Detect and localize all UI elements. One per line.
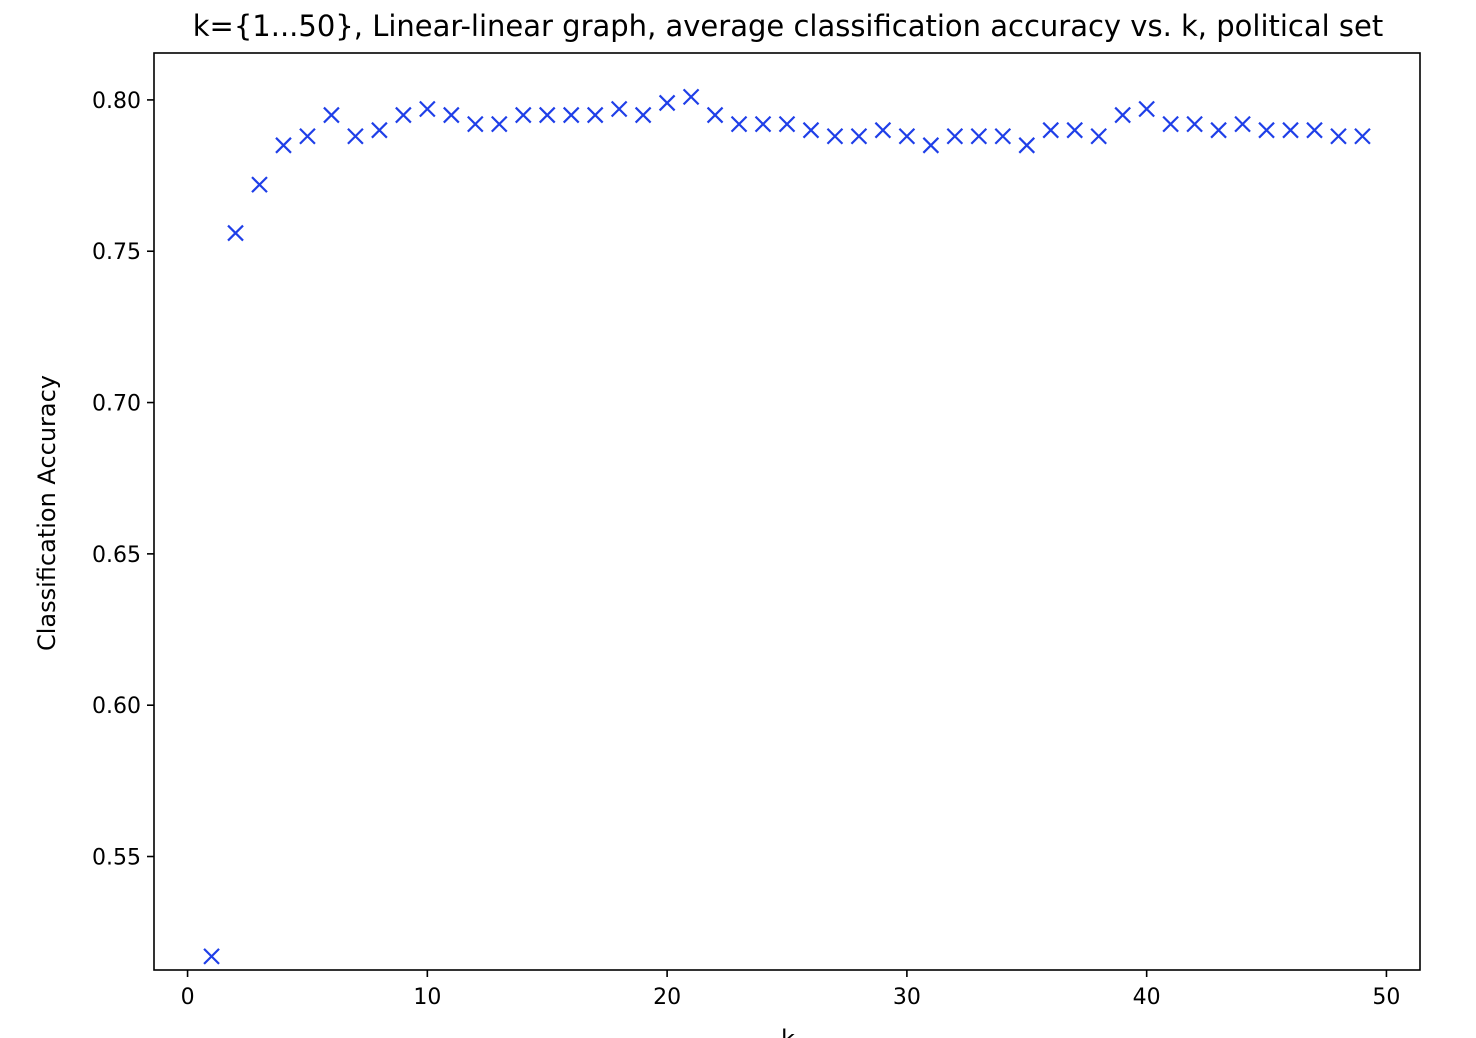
plot-area: [153, 52, 1421, 971]
data-point: [467, 115, 484, 133]
x-tick-label: 10: [413, 985, 441, 1010]
data-point: [682, 88, 700, 106]
y-tick-label: 0.80: [92, 89, 141, 114]
data-points: [203, 88, 1371, 965]
data-point: [994, 127, 1012, 145]
y-axis-ticks: 0.55 0.60 0.65 0.70 0.75 0.80: [92, 89, 154, 871]
x-tick-label: 0: [181, 985, 195, 1010]
data-point: [371, 121, 388, 139]
data-point: [562, 106, 580, 124]
data-point: [946, 127, 964, 145]
data-point: [538, 106, 556, 124]
chart-title: k={1...50}, Linear-linear graph, average…: [193, 9, 1384, 43]
data-point: [1258, 121, 1275, 139]
x-tick-label: 30: [893, 985, 921, 1010]
data-point: [706, 106, 724, 124]
data-point: [275, 137, 292, 154]
plot-frame: [153, 52, 1421, 971]
data-point: [227, 224, 244, 242]
data-point: [1066, 121, 1084, 139]
data-point: [1354, 127, 1371, 145]
data-point: [395, 106, 412, 124]
data-point: [586, 106, 604, 124]
data-point: [730, 115, 748, 133]
data-point: [1018, 137, 1036, 154]
data-point: [347, 127, 364, 145]
data-point: [1306, 121, 1323, 139]
data-point: [1042, 121, 1060, 139]
data-point: [323, 106, 340, 124]
data-point: [802, 121, 820, 139]
y-tick-label: 0.65: [92, 543, 141, 568]
data-point: [1234, 115, 1251, 133]
data-point: [1138, 100, 1155, 118]
data-point: [778, 115, 796, 133]
x-axis-ticks: 0 10 20 30 40 50: [181, 970, 1400, 1010]
data-point: [1210, 121, 1227, 139]
data-point: [922, 137, 940, 154]
data-point: [419, 100, 436, 118]
data-point: [299, 127, 316, 145]
data-point: [1186, 115, 1203, 133]
data-point: [634, 106, 652, 124]
data-point: [658, 94, 676, 112]
data-point: [443, 106, 460, 124]
data-point: [1330, 127, 1347, 145]
data-point: [1162, 115, 1179, 133]
data-point: [490, 115, 508, 133]
x-axis-label: k: [781, 1025, 795, 1038]
data-point: [898, 127, 916, 145]
data-point: [850, 127, 868, 145]
data-point: [826, 127, 844, 145]
data-point: [251, 176, 268, 193]
data-point: [754, 115, 772, 133]
y-tick-label: 0.55: [92, 846, 141, 871]
y-axis-label: Classification Accuracy: [33, 375, 61, 651]
data-point: [1090, 127, 1107, 145]
data-point: [970, 127, 988, 145]
x-tick-label: 40: [1133, 985, 1161, 1010]
y-tick-label: 0.60: [92, 694, 141, 719]
y-tick-label: 0.75: [92, 240, 141, 265]
y-tick-label: 0.70: [92, 392, 141, 417]
x-tick-label: 50: [1372, 985, 1400, 1010]
data-point: [1114, 106, 1131, 124]
data-point: [203, 948, 220, 965]
data-point: [514, 106, 532, 124]
data-point: [1282, 121, 1299, 139]
data-point: [874, 121, 892, 139]
data-point: [610, 100, 628, 118]
x-tick-label: 20: [653, 985, 681, 1010]
